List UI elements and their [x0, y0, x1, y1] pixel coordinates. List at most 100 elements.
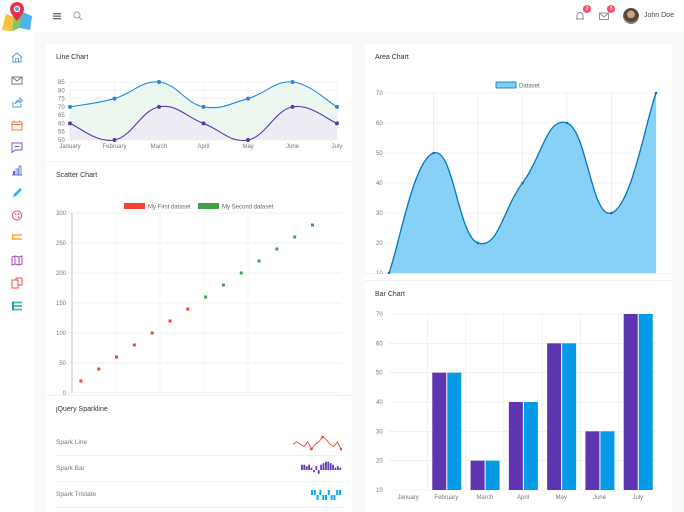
- sidebar-item-palette[interactable]: [10, 210, 24, 222]
- x-tick-label: January: [397, 495, 418, 501]
- sparkline-title: jQuery Sparkline: [56, 406, 108, 413]
- y-tick-label: 40: [376, 181, 383, 187]
- list-icon: [12, 234, 22, 240]
- mail-icon[interactable]: 3: [597, 5, 615, 23]
- spark-bar: [305, 466, 308, 470]
- y-tick-label: 300: [56, 211, 67, 217]
- search-icon[interactable]: [71, 9, 85, 23]
- bar-series-2: [523, 402, 538, 490]
- series-1-point: [201, 104, 206, 109]
- chart-icon: [12, 165, 22, 175]
- bar-series-2: [600, 431, 615, 490]
- sidebar-item-map[interactable]: [10, 254, 24, 267]
- spark-tristate-bar: [319, 490, 322, 495]
- logo[interactable]: [0, 0, 34, 32]
- home-icon: [11, 52, 23, 63]
- menu-lines-icon: [12, 301, 22, 310]
- series-1-point: [79, 379, 83, 383]
- sidebar-item-home[interactable]: [10, 52, 24, 64]
- area-point: [565, 121, 569, 125]
- y-tick-label: 30: [376, 211, 383, 217]
- line-chart-section: Line Chart 85 80 75 70 65 60 55 50 January Februa…: [46, 44, 352, 162]
- spark-bar: [337, 466, 339, 470]
- x-tick-label: May: [556, 495, 567, 501]
- scatter-chart: My First dataset My Second dataset 300 250 2…: [56, 203, 341, 396]
- top-header: 2 3 John Doe: [34, 0, 684, 32]
- y-tick-label: 60: [376, 341, 383, 347]
- series-2-point: [290, 104, 295, 109]
- bell-icon[interactable]: 2: [573, 5, 591, 23]
- series-1-point: [157, 80, 161, 84]
- spark-tristate-bar: [311, 490, 313, 495]
- spark-tristate-bar: [327, 490, 330, 495]
- y-tick-label: 75: [58, 97, 65, 103]
- sidebar-item-chart[interactable]: [10, 165, 24, 177]
- spark-bar: [329, 463, 332, 470]
- y-tick-label: 85: [58, 80, 65, 86]
- sidebar-item-list[interactable]: [10, 232, 24, 244]
- series-2-point: [293, 235, 297, 239]
- area-point: [387, 271, 391, 274]
- series-2-point: [310, 223, 314, 227]
- copy-icon: [11, 277, 23, 289]
- messages-badge: 3: [607, 5, 615, 13]
- bar-series-1: [623, 314, 638, 490]
- series-1-point: [112, 96, 117, 101]
- spark-tristate-bar: [313, 490, 316, 495]
- spark-line-point: [310, 447, 313, 451]
- x-tick-label: June: [286, 144, 300, 150]
- x-tick-label: March: [151, 144, 168, 150]
- bar-series-1: [470, 460, 485, 490]
- spark-bar: [339, 467, 342, 470]
- menu-icon[interactable]: [50, 9, 64, 23]
- spark-tristate-bar: [316, 495, 319, 500]
- area-point: [432, 151, 435, 155]
- y-tick-label: 65: [58, 113, 65, 119]
- spark-bar: [332, 464, 334, 470]
- legend-label: Dataset: [519, 84, 540, 90]
- series-2-point: [335, 121, 339, 126]
- sidebar-item-share[interactable]: [10, 96, 24, 109]
- avatar[interactable]: [623, 8, 639, 24]
- spark-bar: [313, 470, 315, 473]
- series-1-point: [68, 104, 72, 109]
- bar-series-2: [447, 372, 462, 490]
- line-chart-title: Line Chart: [56, 54, 89, 61]
- pencil-icon: [13, 188, 22, 197]
- series-2-point: [112, 138, 117, 142]
- legend-swatch: [495, 81, 517, 89]
- spark-bar: [317, 470, 320, 474]
- bar-series-1: [432, 372, 447, 490]
- x-tick-label: February: [434, 495, 458, 501]
- sidebar-item-envelope[interactable]: [10, 75, 24, 87]
- spark-bar: [310, 467, 313, 470]
- series-1-point: [246, 96, 250, 101]
- series-2-point: [157, 104, 161, 109]
- series-2-point: [204, 295, 208, 299]
- y-tick-label: 100: [56, 331, 67, 337]
- y-tick-label: 50: [376, 151, 383, 157]
- sidebar-item-calendar[interactable]: [10, 120, 24, 132]
- bar-series-1: [547, 343, 562, 490]
- area-point: [610, 211, 613, 215]
- y-tick-label: 80: [58, 88, 65, 94]
- spark-tristate-bar: [330, 495, 333, 500]
- series-1-point: [97, 367, 101, 371]
- sidebar-item-chat[interactable]: [10, 142, 24, 154]
- spark-bar: [315, 466, 318, 470]
- spark-tristate-bar: [333, 495, 336, 500]
- share-icon: [12, 96, 24, 108]
- sidebar-item-menu-lines[interactable]: [10, 300, 24, 312]
- sidebar: [0, 0, 34, 512]
- sidebar-item-copy[interactable]: [10, 277, 24, 289]
- spark-bar: [301, 464, 303, 470]
- y-tick-label: 60: [376, 121, 383, 127]
- user-name[interactable]: John Doe: [644, 12, 674, 19]
- calendar-icon: [11, 120, 23, 130]
- x-tick-label: April: [517, 495, 529, 501]
- series-1-point: [150, 331, 154, 335]
- x-tick-label: July: [332, 144, 343, 150]
- sidebar-item-pencil[interactable]: [10, 187, 24, 199]
- spark-tristate-bar: [325, 495, 327, 500]
